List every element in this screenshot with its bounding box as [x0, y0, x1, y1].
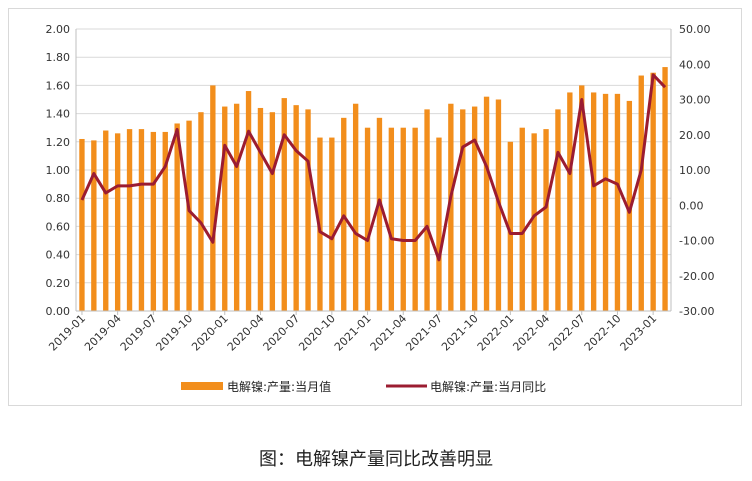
bar [174, 123, 180, 311]
bar [531, 133, 537, 311]
left-axis-tick-label: 1.20 [46, 136, 71, 149]
bar [293, 105, 299, 311]
left-axis-tick-label: 0.00 [46, 305, 71, 318]
bar [150, 131, 157, 311]
bar [233, 103, 240, 311]
bar [138, 129, 145, 311]
bar [305, 109, 311, 312]
x-axis-tick-label: 2019-01 [46, 312, 88, 354]
bar [460, 109, 466, 312]
line-series-yoy [80, 73, 667, 262]
legend-bar-swatch [181, 382, 223, 390]
bar [614, 93, 621, 311]
bar [555, 109, 561, 312]
bar [543, 129, 549, 311]
left-axis-tick-label: 0.80 [46, 192, 71, 205]
x-axis-tick-label: 2020-07 [261, 312, 303, 354]
left-axis-tick-label: 1.60 [46, 79, 71, 92]
left-axis-tick-label: 0.60 [46, 220, 71, 233]
right-axis-tick-label: -20.00 [679, 270, 714, 283]
bar [257, 107, 264, 312]
bar [507, 141, 514, 311]
bar [198, 112, 204, 311]
bar [329, 137, 335, 311]
bar [590, 92, 597, 311]
left-axis-tick-label: 0.20 [46, 277, 71, 290]
bar [269, 112, 276, 311]
x-axis-tick-label: 2019-04 [82, 312, 124, 354]
bar [364, 127, 371, 311]
bar [602, 93, 609, 311]
right-axis-tick-label: 20.00 [679, 129, 711, 142]
bar [186, 120, 192, 312]
bar [103, 130, 109, 311]
bar-series-production [79, 67, 668, 312]
bar [567, 92, 573, 311]
bar [424, 109, 430, 312]
right-axis-tick-label: -30.00 [679, 305, 714, 318]
bar [626, 100, 633, 311]
x-axis-tick-label: 2021-04 [368, 312, 410, 354]
bar [210, 85, 216, 312]
right-axis-tick-label: 40.00 [679, 58, 711, 71]
figure-caption: 图：电解镍产量同比改善明显 [259, 449, 493, 470]
left-axis-tick-label: 1.80 [46, 51, 71, 64]
bar [376, 117, 383, 311]
bar [638, 75, 644, 311]
bar [662, 67, 668, 311]
bar [436, 137, 442, 311]
bar [352, 103, 359, 311]
bar [579, 85, 585, 312]
x-axis-tick-label: 2023-01 [618, 312, 660, 354]
bar [400, 127, 406, 311]
left-axis-tick-label: 2.00 [46, 23, 71, 36]
legend: 电解镍:产量:当月值 电解镍:产量:当月同比 [181, 379, 546, 394]
x-axis-tick-label: 2022-10 [582, 312, 624, 354]
x-axis-tick-label: 2021-10 [439, 312, 481, 354]
legend-line-label: 电解镍:产量:当月同比 [430, 380, 546, 394]
bar [650, 72, 656, 312]
left-axis-tick-label: 1.40 [46, 108, 71, 121]
x-axis-tick-label: 2021-07 [403, 312, 445, 354]
x-axis-tick-label: 2020-01 [189, 312, 231, 354]
bar [483, 96, 490, 312]
bar [162, 131, 168, 311]
bar [91, 140, 97, 311]
left-axis-tick-label: 1.00 [46, 164, 71, 177]
bar [281, 98, 287, 311]
bar [126, 129, 133, 311]
x-axis-tick-label: 2019-07 [118, 312, 160, 354]
x-axis-tick-label: 2020-10 [296, 312, 338, 354]
bar [519, 127, 525, 311]
right-axis-tick-label: 50.00 [679, 23, 711, 36]
bar [471, 106, 478, 311]
right-axis-tick-label: -10.00 [679, 235, 714, 248]
left-axis-tick-label: 0.40 [46, 249, 71, 262]
x-axis-tick-label: 2019-10 [153, 312, 195, 354]
bar [222, 106, 228, 311]
bar [448, 103, 454, 311]
bar [79, 138, 85, 311]
combo-chart: 0.00 0.20 0.40 0.60 0.80 1.00 1.20 1.40 1.60 1.80… [46, 23, 715, 394]
right-axis-tick-label: 0.00 [679, 199, 704, 212]
right-axis-tick-label: 30.00 [679, 94, 711, 107]
x-axis-tick-label: 2020-04 [225, 312, 267, 354]
bar [388, 127, 395, 311]
x-axis-tick-label: 2022-04 [510, 312, 552, 354]
bar [114, 133, 121, 311]
x-axis-tick-label: 2022-01 [475, 312, 517, 354]
legend-bar-label: 电解镍:产量:当月值 [227, 379, 331, 394]
right-axis-tick-label: 10.00 [679, 164, 711, 177]
yoy-line [80, 73, 667, 262]
x-axis-tick-label: 2021-01 [332, 312, 374, 354]
x-axis-tick-label: 2022-07 [546, 312, 588, 354]
bar [245, 91, 252, 311]
bar [412, 127, 418, 311]
chart-frame: 0.00 0.20 0.40 0.60 0.80 1.00 1.20 1.40 1.60 1.80… [8, 8, 742, 406]
